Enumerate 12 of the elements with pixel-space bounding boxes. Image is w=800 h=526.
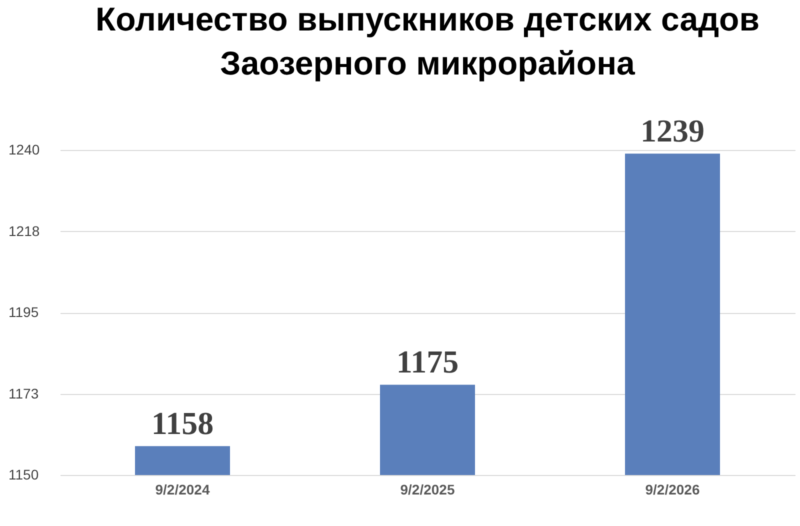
y-tick-label: 1218 bbox=[8, 222, 40, 239]
x-tick-label: 9/2/2024 bbox=[155, 482, 210, 498]
y-tick-label: 1150 bbox=[8, 466, 39, 482]
data-label: 1158 bbox=[151, 405, 214, 442]
y-tick-label: 1195 bbox=[8, 304, 39, 320]
chart-title: Количество выпускников детских садов Заозерного микрорайона bbox=[96, 0, 760, 82]
data-label: 1239 bbox=[640, 112, 704, 149]
x-tick-label: 9/2/2026 bbox=[645, 482, 700, 498]
y-tick-label: 1240 bbox=[8, 142, 40, 158]
y-tick-label: 1173 bbox=[8, 385, 39, 402]
x-tick-label: 9/2/2025 bbox=[400, 482, 455, 498]
data-label: 1175 bbox=[396, 344, 459, 380]
